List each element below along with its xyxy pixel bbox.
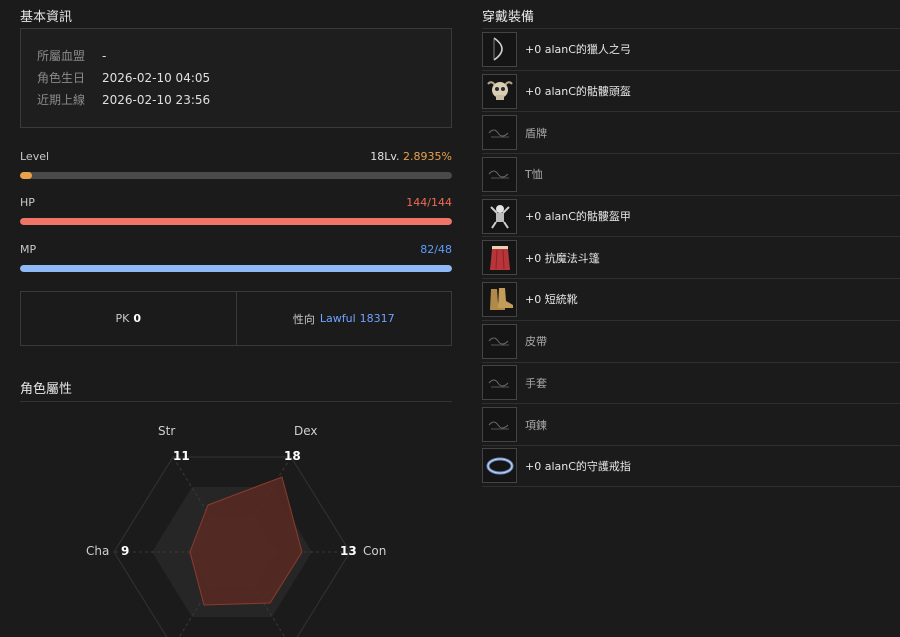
equipment-slot-boots[interactable]: +0 短統靴 bbox=[482, 278, 900, 320]
level-percent: 2.8935% bbox=[403, 150, 452, 163]
level-bar bbox=[20, 172, 452, 179]
empty-slot-icon bbox=[482, 407, 517, 443]
equipment-name: +0 抗魔法斗篷 bbox=[525, 251, 600, 265]
info-value: 2026-02-10 04:05 bbox=[102, 71, 211, 85]
equipment-name: +0 alanC的獵人之弓 bbox=[525, 43, 631, 57]
level-bar-fill bbox=[20, 172, 32, 179]
attribute-radar-chart bbox=[113, 456, 351, 637]
equipment-title: 穿戴裝備 bbox=[482, 10, 535, 25]
ring-icon bbox=[482, 448, 517, 484]
pk-alignment-box: PK 0 性向 Lawful 18317 bbox=[20, 291, 452, 346]
radar-data-area bbox=[189, 476, 303, 606]
level-value: 18Lv. 2.8935% bbox=[370, 150, 452, 163]
alignment-cell: 性向 Lawful 18317 bbox=[235, 292, 452, 345]
equipment-slot-ring[interactable]: +0 alanC的守護戒指 bbox=[482, 444, 900, 487]
pk-value: 0 bbox=[133, 312, 141, 325]
red-cloak-icon bbox=[482, 240, 517, 276]
info-row-birthday: 角色生日 2026-02-10 04:05 bbox=[37, 69, 210, 86]
mp-value: 82/48 bbox=[420, 243, 452, 256]
basic-info-title: 基本資訊 bbox=[20, 10, 73, 25]
equipment-slot-necklace[interactable]: 項鍊 bbox=[482, 403, 900, 445]
attr-str-label: Str bbox=[158, 424, 176, 438]
info-row-clan: 所屬血盟 - bbox=[37, 47, 106, 64]
info-value: 2026-02-10 23:56 bbox=[102, 93, 211, 107]
equipment-name: T恤 bbox=[525, 168, 543, 182]
equipment-name: +0 短統靴 bbox=[525, 293, 578, 307]
equipment-name: 盾牌 bbox=[525, 126, 547, 140]
equipment-slot-tshirt[interactable]: T恤 bbox=[482, 153, 900, 195]
attr-cha-value: 9 bbox=[121, 544, 130, 558]
empty-slot-icon bbox=[482, 365, 517, 401]
info-label: 近期上線 bbox=[37, 93, 86, 107]
level-lv: 18Lv. bbox=[370, 150, 400, 163]
equipment-slot-helmet[interactable]: +0 alanC的骷髏頭盔 bbox=[482, 69, 900, 112]
info-label: 角色生日 bbox=[37, 71, 86, 85]
mp-label: MP bbox=[20, 243, 37, 256]
hp-value: 144/144 bbox=[406, 196, 452, 209]
skull-helmet-icon bbox=[482, 73, 517, 109]
attr-dex-label: Dex bbox=[294, 424, 318, 438]
alignment-label: 性向 bbox=[292, 312, 315, 326]
equipment-slot-gloves[interactable]: 手套 bbox=[482, 361, 900, 404]
bow-icon bbox=[482, 31, 517, 67]
basic-info-box: 所屬血盟 - 角色生日 2026-02-10 04:05 近期上線 2026-02-1… bbox=[20, 28, 452, 128]
pk-cell: PK 0 bbox=[21, 292, 236, 345]
radar-grid-outer bbox=[113, 456, 351, 637]
info-value: - bbox=[102, 49, 107, 63]
equipment-slot-shield[interactable]: 盾牌 bbox=[482, 111, 900, 153]
info-label: 所屬血盟 bbox=[37, 49, 86, 63]
info-row-last-online: 近期上線 2026-02-10 23:56 bbox=[37, 91, 210, 108]
boots-icon bbox=[482, 281, 517, 317]
equipment-name: 手套 bbox=[525, 376, 547, 390]
equipment-slot-armor[interactable]: +0 alanC的骷髏盔甲 bbox=[482, 194, 900, 237]
equipment-name: 項鍊 bbox=[525, 418, 547, 432]
alignment-value: 18317 bbox=[359, 312, 395, 325]
attr-str-value: 11 bbox=[173, 449, 190, 463]
attributes-title: 角色屬性 bbox=[20, 382, 73, 397]
equipment-name: +0 alanC的骷髏頭盔 bbox=[525, 85, 631, 99]
equipment-slot-weapon[interactable]: +0 alanC的獵人之弓 bbox=[482, 28, 900, 70]
attr-dex-value: 18 bbox=[284, 449, 301, 463]
skeleton-armor-icon bbox=[482, 198, 517, 234]
equipment-slot-cloak[interactable]: +0 抗魔法斗篷 bbox=[482, 236, 900, 278]
hp-bar-fill bbox=[20, 218, 452, 225]
empty-slot-icon bbox=[482, 115, 517, 151]
attributes-divider bbox=[20, 401, 452, 402]
alignment-type: Lawful bbox=[319, 312, 356, 325]
equipment-list: +0 alanC的獵人之弓 +0 alanC的骷髏頭盔 盾牌 T恤 bbox=[482, 28, 900, 487]
empty-slot-icon bbox=[482, 323, 517, 359]
attr-cha-label: Cha bbox=[86, 544, 110, 558]
empty-slot-icon bbox=[482, 156, 517, 192]
mp-bar-fill bbox=[20, 265, 452, 272]
level-label: Level bbox=[20, 150, 50, 163]
equipment-name: +0 alanC的守護戒指 bbox=[525, 459, 631, 473]
pk-label: PK bbox=[115, 312, 130, 325]
equipment-name: +0 alanC的骷髏盔甲 bbox=[525, 210, 631, 224]
mp-bar bbox=[20, 265, 452, 272]
equipment-name: 皮帶 bbox=[525, 335, 547, 349]
hp-label: HP bbox=[20, 196, 35, 209]
attr-con-label: Con bbox=[363, 544, 387, 558]
equipment-slot-belt[interactable]: 皮帶 bbox=[482, 319, 900, 362]
hp-bar bbox=[20, 218, 452, 225]
attr-con-value: 13 bbox=[340, 544, 357, 558]
